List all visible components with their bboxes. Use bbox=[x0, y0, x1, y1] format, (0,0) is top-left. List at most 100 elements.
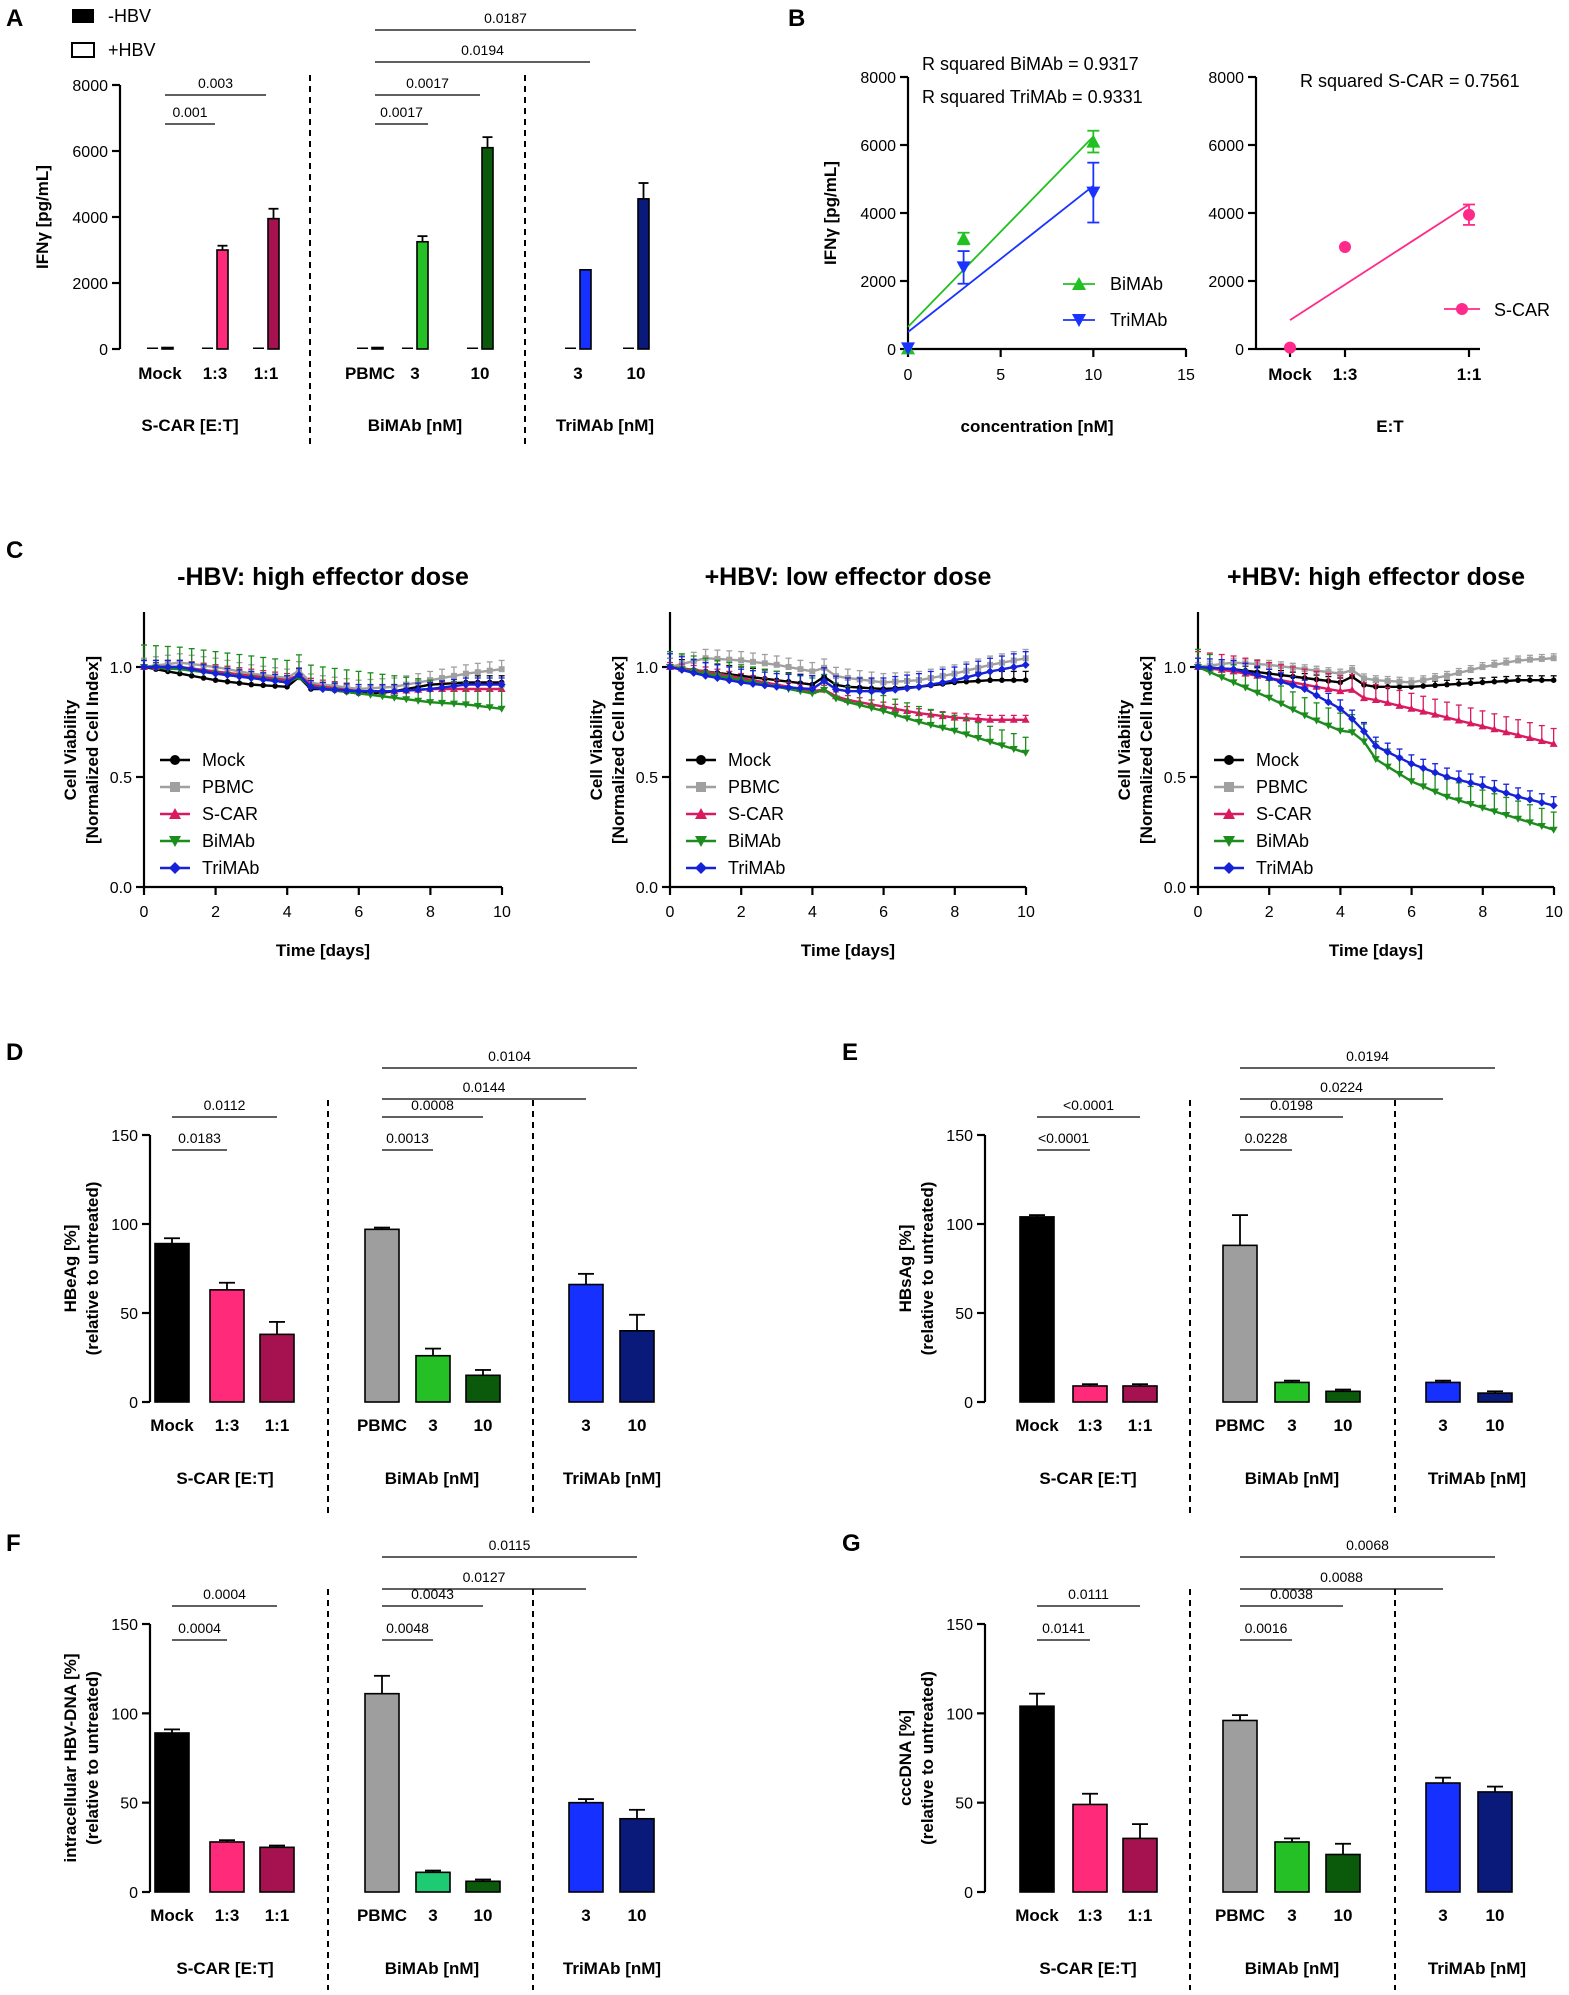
curve-point-mock bbox=[1515, 677, 1521, 684]
curve-point-trimab bbox=[1549, 801, 1558, 810]
point-trimab bbox=[956, 261, 971, 275]
bar-hbv-neg-10 bbox=[623, 347, 634, 349]
curve-point-trimab bbox=[1241, 668, 1250, 677]
curve-point-bimab bbox=[1442, 793, 1451, 801]
bar-mock bbox=[1019, 1216, 1055, 1403]
panel-c3-y-tick-label: 0.0 bbox=[1164, 880, 1186, 897]
x-category-label: Mock bbox=[150, 1416, 194, 1435]
legend-label-bimab: BiMAb bbox=[1256, 831, 1309, 851]
curve-point-bimab bbox=[820, 686, 829, 694]
panel-c2-y-tick-label: 0.5 bbox=[636, 770, 658, 787]
curve-point-bimab bbox=[1348, 729, 1357, 737]
panel-g-y-tick-label: 100 bbox=[946, 1706, 973, 1723]
curve-point-bimab bbox=[1502, 812, 1511, 820]
curve-point-trimab bbox=[402, 686, 411, 695]
curve-point-bimab bbox=[1359, 738, 1368, 746]
curve-point-mock bbox=[1538, 677, 1545, 683]
panel-a-pvalue-label: 0.0194 bbox=[461, 42, 504, 58]
bar-hbv-pos-mock bbox=[161, 346, 174, 350]
curve-point-s-car bbox=[1431, 710, 1440, 718]
panel-c1-title: -HBV: high effector dose bbox=[177, 563, 469, 591]
bar-1-3 bbox=[209, 1289, 245, 1403]
x-category-label: 3 bbox=[1287, 1906, 1296, 1925]
legend-label-pbmc: PBMC bbox=[202, 777, 254, 797]
curve-point-mock bbox=[1022, 677, 1029, 683]
curve-point-mock bbox=[1479, 679, 1486, 686]
curve-point-s-car bbox=[1502, 728, 1511, 736]
curve-point-bimab bbox=[1407, 778, 1416, 786]
panel-letter-e: E bbox=[842, 1039, 858, 1066]
point-s-car bbox=[1463, 208, 1475, 221]
panel-c3-x-tick-label: 8 bbox=[1478, 904, 1487, 921]
panel-b1-y-tick-label: 6000 bbox=[860, 138, 896, 155]
x-category-label: PBMC bbox=[345, 364, 395, 383]
panel-d-pvalue-label: 0.0144 bbox=[463, 1079, 506, 1095]
curve-point-trimab bbox=[235, 672, 244, 681]
curve-point-trimab bbox=[1442, 772, 1451, 781]
curve-point-trimab bbox=[1336, 704, 1345, 713]
curve-point-trimab bbox=[1514, 792, 1523, 801]
curve-point-pbmc bbox=[726, 656, 733, 663]
curve-point-pbmc bbox=[785, 663, 792, 670]
panel-g-y-label-line2: (relative to untreated) bbox=[918, 1671, 937, 1845]
x-category-label: 1:3 bbox=[215, 1416, 240, 1435]
group-label: TriMAb [nM] bbox=[556, 416, 654, 435]
panel-c2-title: +HBV: low effector dose bbox=[705, 563, 992, 591]
curve-point-s-car bbox=[974, 715, 983, 723]
bar-mock bbox=[1019, 1705, 1055, 1893]
panel-letter-c: C bbox=[6, 537, 23, 564]
legend-label-bimab: BiMAb bbox=[1110, 274, 1163, 294]
curve-point-bimab bbox=[1490, 808, 1499, 816]
curve-point-pbmc bbox=[738, 657, 745, 664]
panel-b1-y-tick-label: 4000 bbox=[860, 206, 896, 223]
curve-point-bimab bbox=[1288, 706, 1297, 714]
curve-point-s-car bbox=[1490, 725, 1499, 733]
panel-b2-x-label: E:T bbox=[1376, 417, 1404, 436]
curve-point-pbmc bbox=[498, 666, 505, 673]
curve-point-trimab bbox=[831, 685, 840, 694]
curve-point-pbmc bbox=[761, 660, 768, 667]
curve-point-pbmc bbox=[1467, 667, 1474, 674]
legend-label-bimab: BiMAb bbox=[728, 831, 781, 851]
panel-c1-x-tick-label: 0 bbox=[140, 904, 149, 921]
curve-point-mock bbox=[1384, 684, 1391, 690]
panel-b1-y-tick-label: 8000 bbox=[860, 70, 896, 87]
x-category-label: 1:3 bbox=[215, 1906, 240, 1925]
group-label: TriMAb [nM] bbox=[1428, 1469, 1526, 1488]
panel-b2-y-tick-label: 6000 bbox=[1208, 138, 1244, 155]
curve-point-trimab bbox=[903, 684, 912, 693]
legend-marker-bimab bbox=[1223, 836, 1235, 847]
curve-point-bimab bbox=[390, 694, 399, 702]
curve-point-trimab bbox=[689, 668, 698, 677]
x-category-label: 10 bbox=[1486, 1906, 1505, 1925]
curve-point-mock bbox=[1491, 678, 1498, 685]
curve-point-trimab bbox=[163, 663, 172, 671]
panel-b1-x-tick-label: 0 bbox=[904, 367, 913, 384]
curve-point-bimab bbox=[843, 699, 852, 707]
x-category-label: PBMC bbox=[357, 1906, 407, 1925]
panel-c2-x-tick-label: 4 bbox=[808, 904, 817, 921]
x-category-label: PBMC bbox=[1215, 1416, 1265, 1435]
group-label: S-CAR [E:T] bbox=[1039, 1959, 1136, 1978]
legend-marker-mock bbox=[696, 755, 706, 765]
legend-marker-s-car bbox=[1223, 808, 1235, 819]
curve-point-bimab bbox=[402, 696, 411, 704]
curve-point-bimab bbox=[485, 704, 494, 712]
legend-marker-s-car bbox=[695, 808, 707, 819]
curve-point-s-car bbox=[1549, 739, 1558, 747]
legend-label-pbmc: PBMC bbox=[728, 777, 780, 797]
panel-c1-y-label-line2: [Normalized Cell Index] bbox=[83, 656, 102, 844]
curve-point-trimab bbox=[414, 685, 423, 694]
curve-point-trimab bbox=[1312, 691, 1321, 700]
legend-marker-s-car bbox=[169, 808, 181, 819]
curve-point-trimab bbox=[855, 687, 864, 696]
curve-point-trimab bbox=[1537, 798, 1546, 807]
panel-f-y-tick-label: 150 bbox=[111, 1617, 138, 1634]
panel-f-pvalue-label: 0.0004 bbox=[203, 1586, 246, 1602]
panel-e-y-label-line1: HBsAg [%] bbox=[896, 1225, 915, 1313]
curve-point-trimab bbox=[1359, 727, 1368, 736]
legend-marker-mock bbox=[1224, 755, 1234, 765]
bar-10 bbox=[619, 1330, 655, 1403]
bar-3 bbox=[1425, 1381, 1461, 1403]
curve-point-trimab bbox=[986, 667, 995, 676]
